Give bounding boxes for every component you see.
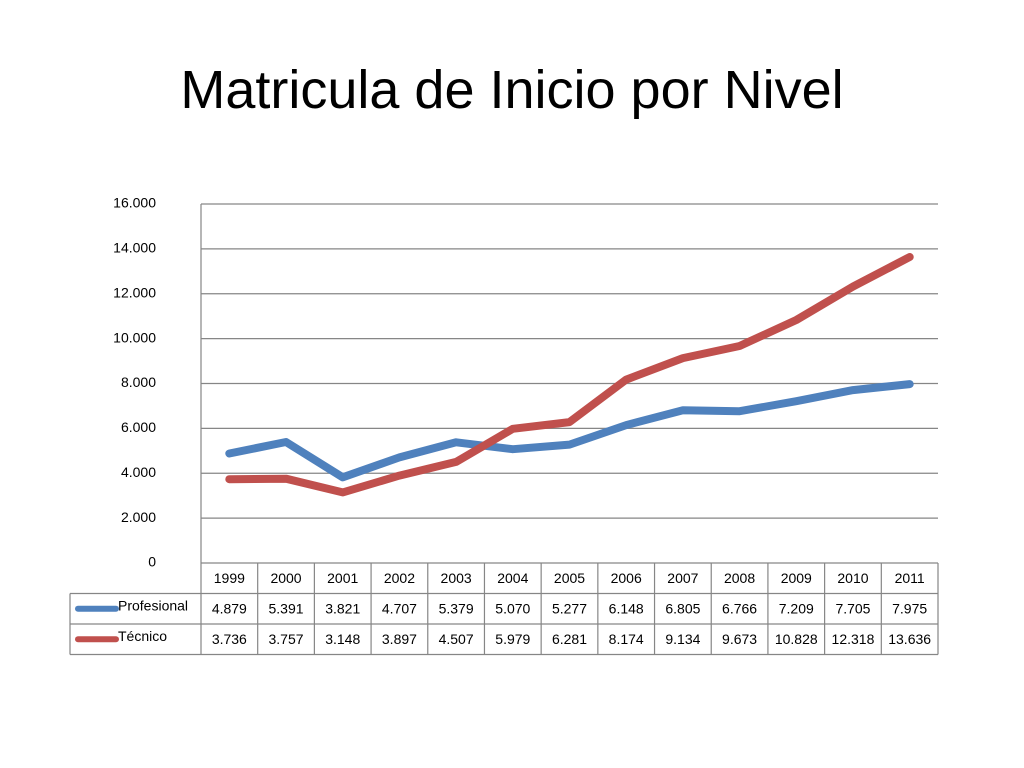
x-tick-label: 1999 [214, 570, 245, 586]
data-label: 6.281 [552, 631, 587, 647]
x-tick-label: 2006 [611, 570, 642, 586]
data-label: 3.757 [269, 631, 304, 647]
data-label: 3.897 [382, 631, 417, 647]
data-label: 12.318 [832, 631, 875, 647]
data-label: 5.277 [552, 600, 587, 616]
data-label: 7.209 [779, 600, 814, 616]
data-label: 3.736 [212, 631, 247, 647]
x-tick-label: 2004 [497, 570, 528, 586]
data-label: 7.975 [892, 600, 927, 616]
legend-label: Técnico [118, 628, 167, 644]
y-tick-label: 0 [148, 554, 156, 570]
x-tick-label: 2003 [441, 570, 472, 586]
x-tick-label: 2000 [270, 570, 301, 586]
data-label: 4.507 [439, 631, 474, 647]
y-tick-label: 8.000 [121, 374, 156, 390]
data-label: 4.707 [382, 600, 417, 616]
y-tick-label: 14.000 [113, 240, 156, 256]
data-label: 9.134 [665, 631, 700, 647]
data-label: 5.070 [495, 600, 530, 616]
y-tick-label: 10.000 [113, 329, 156, 345]
x-tick-label: 2001 [327, 570, 358, 586]
data-label: 5.391 [269, 600, 304, 616]
y-tick-label: 12.000 [113, 284, 156, 300]
series-line-profesional [225, 380, 914, 482]
x-tick-label: 2008 [724, 570, 755, 586]
y-tick-label: 2.000 [121, 509, 156, 525]
data-label: 6.148 [609, 600, 644, 616]
data-label: 10.828 [775, 631, 818, 647]
data-label: 6.805 [665, 600, 700, 616]
x-tick-label: 2002 [384, 570, 415, 586]
data-label: 9.673 [722, 631, 757, 647]
x-tick-label: 2009 [781, 570, 812, 586]
x-tick-label: 2010 [837, 570, 868, 586]
data-label: 5.379 [439, 600, 474, 616]
x-tick-label: 2007 [667, 570, 698, 586]
data-label: 5.979 [495, 631, 530, 647]
data-label: 4.879 [212, 600, 247, 616]
y-tick-label: 6.000 [121, 419, 156, 435]
legend-label: Profesional [118, 597, 188, 613]
slide-title: Matricula de Inicio por Nivel [180, 60, 844, 120]
data-label: 13.636 [888, 631, 931, 647]
y-tick-label: 16.000 [113, 195, 156, 211]
x-tick-label: 2011 [895, 570, 925, 586]
x-tick-label: 2005 [554, 570, 585, 586]
y-tick-label: 4.000 [121, 464, 156, 480]
data-label: 7.705 [835, 600, 870, 616]
data-label: 3.821 [325, 600, 360, 616]
data-label: 3.148 [325, 631, 360, 647]
data-label: 6.766 [722, 600, 757, 616]
series-line-tecnico [225, 253, 914, 497]
data-label: 8.174 [609, 631, 644, 647]
